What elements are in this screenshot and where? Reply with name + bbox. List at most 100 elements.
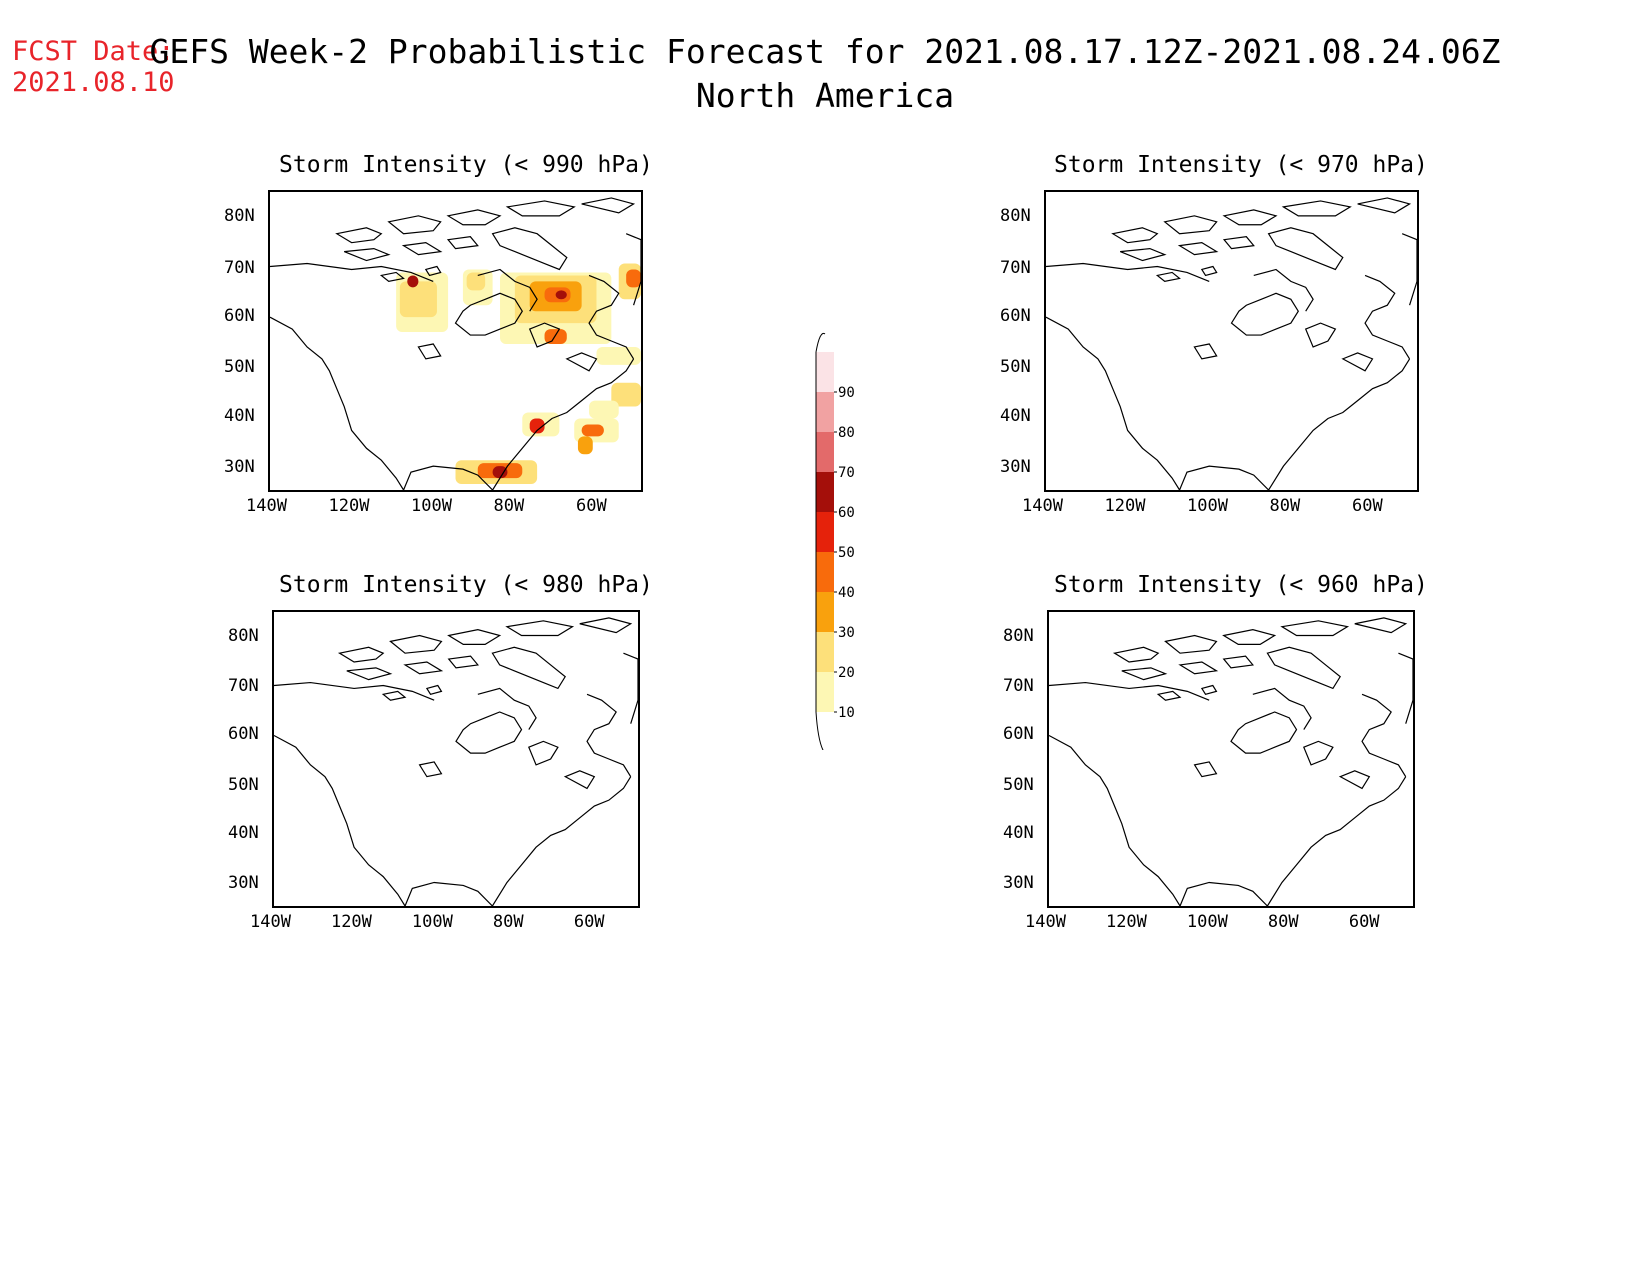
coastline [426,267,441,276]
page-title: GEFS Week-2 Probabilistic Forecast for 2… [149,32,1501,71]
coastline [418,344,440,359]
colorbar-tick-label: 80 [838,425,855,441]
map-canvas [1049,612,1413,906]
coastline [1049,735,1180,906]
coastline [1224,656,1253,668]
lat-tick-label: 30N [1003,873,1034,894]
coastline [1194,344,1216,359]
coastline [1115,647,1159,662]
map-frame [268,190,643,492]
coastline [1049,683,1209,701]
coastline [1202,686,1217,695]
coastline [347,668,391,680]
coastline [381,272,403,281]
colorbar-swatch [816,632,834,672]
coastline [565,771,594,789]
forecast-date-block: FCST Date: 2021.08.10 [12,36,175,98]
lat-tick-label: 80N [228,625,259,646]
probability-cell [529,418,545,434]
coastline-group [1049,618,1413,906]
lat-tick-label: 40N [228,822,259,843]
coastline [1158,691,1180,700]
lon-tick-label: 120W [1104,496,1146,516]
coastline [1122,668,1166,680]
coastline [1046,264,1209,282]
coastline [626,234,641,306]
colorbar-tick-label: 50 [838,545,855,561]
lat-tick-label: 60N [224,305,255,326]
probability-cell [626,269,641,288]
colorbar-swatch [816,552,834,592]
colorbar-tick-label: 60 [838,505,855,521]
colorbar-tick-label: 30 [838,625,855,641]
probability-cell [544,329,567,344]
coastline [404,466,493,490]
coastline [1362,694,1406,776]
lat-tick-label: 70N [224,257,255,278]
lon-tick-label: 140W [250,912,291,932]
coastline [389,216,441,234]
coastline [1398,653,1413,724]
coastline [1355,618,1406,633]
coastline [582,198,634,213]
coastline [589,275,634,358]
page-subtitle: North America [695,76,955,115]
coastline-group [274,618,638,906]
lat-tick-label: 40N [1000,405,1031,426]
coastline [1113,228,1158,243]
colorbar-tick-label: 20 [838,665,855,681]
coastline [1224,630,1275,645]
coastline [492,647,565,688]
lat-tick-label: 70N [228,676,259,697]
coastline [507,621,573,636]
coastline [1231,712,1297,753]
coastline [405,882,492,906]
coastline [1120,249,1165,261]
lon-tick-label: 60W [573,912,605,932]
coastline [390,636,441,654]
coastline [1254,269,1313,311]
forecast-date-value: 2021.08.10 [12,67,175,98]
map-frame [1044,190,1419,492]
coastline [1269,359,1410,490]
coastline [270,317,404,490]
colorbar-swatch [816,472,834,512]
lat-tick-label: 70N [1000,257,1031,278]
lat-tick-label: 60N [1003,724,1034,745]
colorbar-tick-label: 10 [838,705,855,721]
colorbar-swatch [816,352,834,392]
lat-tick-label: 30N [224,456,255,477]
probability-cell [581,424,604,437]
coastline [1267,777,1405,906]
lon-tick-label: 100W [1187,496,1228,516]
coastline [404,243,441,255]
coastline [493,228,567,270]
probability-cell [407,275,419,288]
lon-tick-label: 120W [330,912,372,932]
coastline [1253,688,1311,729]
colorbar-swatch [816,512,834,552]
map-canvas [270,192,641,490]
coastline [449,630,500,645]
coastline [337,228,382,243]
coastline [1340,771,1369,789]
probability-cell [596,346,641,365]
coastline [530,323,560,347]
coastline [405,662,441,674]
colorbar-swatch [816,672,834,712]
coastline [274,683,434,701]
lat-tick-label: 50N [1000,357,1031,378]
lat-tick-label: 70N [1003,676,1034,697]
colorbar-legend: 90 80 70 60 50 40 30 20 10 [815,332,855,750]
lon-tick-label: 100W [1186,912,1228,932]
coastline [1165,216,1217,234]
coastline [1195,762,1217,777]
panel-title: Storm Intensity (< 990 hPa) [279,152,653,178]
lon-tick-label: 80W [1267,912,1299,932]
coastline [1269,228,1343,270]
coastline [1282,621,1348,636]
lon-tick-label: 80W [1269,496,1301,516]
coastline [1358,198,1410,213]
lat-tick-label: 60N [1000,305,1031,326]
colorbar-swatch [816,432,834,472]
